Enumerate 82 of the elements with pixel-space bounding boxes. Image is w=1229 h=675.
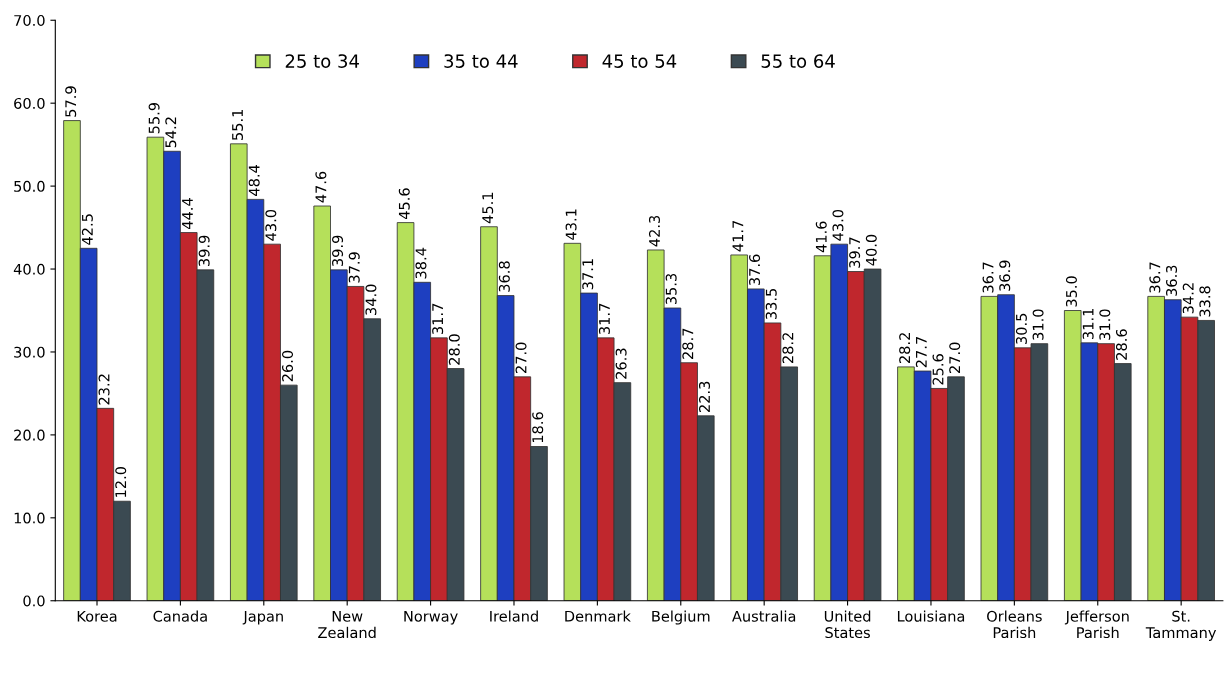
data-label: 31.1 xyxy=(1082,308,1094,339)
y-tick-label: 60.0 xyxy=(14,97,45,109)
y-tick-label: 40.0 xyxy=(13,263,45,275)
data-label: 31.0 xyxy=(1032,309,1044,340)
data-label: 28.2 xyxy=(782,333,794,364)
legend-label: 55 to 64 xyxy=(761,54,835,68)
data-label: 33.5 xyxy=(765,288,777,320)
data-label: 44.4 xyxy=(182,198,193,230)
x-tick-label: Louisiana xyxy=(897,610,965,622)
data-label: 42.3 xyxy=(648,215,660,247)
data-label: 22.3 xyxy=(699,381,711,412)
data-label: 31.7 xyxy=(432,303,444,334)
y-tick-label: 50.0 xyxy=(14,180,45,192)
x-tick-label: Orleans Parish xyxy=(987,610,1042,639)
data-label: 55.9 xyxy=(148,102,160,134)
data-label: 39.9 xyxy=(332,235,344,266)
data-label: 26.0 xyxy=(282,350,294,382)
x-tick-label: Belgium xyxy=(652,610,710,625)
data-label: 41.7 xyxy=(732,220,744,252)
data-label: 30.5 xyxy=(1015,313,1027,344)
x-tick-label: United States xyxy=(824,610,871,639)
data-label: 31.0 xyxy=(1099,309,1111,340)
x-tick-label: Norway xyxy=(404,610,458,625)
data-label: 34.2 xyxy=(1182,283,1194,314)
data-label: 42.5 xyxy=(81,214,93,245)
y-tick-label: 0.0 xyxy=(23,595,45,607)
legend-label: 35 to 44 xyxy=(444,54,518,68)
data-label: 28.2 xyxy=(899,333,911,364)
data-label: 28.6 xyxy=(1115,329,1128,360)
data-label: 36.7 xyxy=(1149,262,1161,293)
data-label: 55.1 xyxy=(232,109,244,140)
data-label: 27.0 xyxy=(515,342,527,373)
data-label: 48.4 xyxy=(248,164,260,196)
data-label: 35.3 xyxy=(665,273,677,305)
data-label: 54.2 xyxy=(165,117,177,148)
data-label: 40.0 xyxy=(865,234,877,266)
data-label: 33.8 xyxy=(1199,286,1211,317)
data-label: 37.9 xyxy=(348,252,360,283)
data-label: 41.6 xyxy=(815,221,827,253)
data-label: 18.6 xyxy=(532,412,544,443)
data-label: 37.6 xyxy=(749,254,761,286)
legend-label: 45 to 54 xyxy=(602,54,677,68)
data-label: 27.7 xyxy=(915,337,927,368)
data-label: 39.9 xyxy=(198,235,210,266)
legend-label: 25 to 34 xyxy=(285,54,359,68)
data-label: 23.2 xyxy=(98,374,110,405)
y-tick-label: 30.0 xyxy=(14,346,45,358)
data-label: 43.0 xyxy=(265,209,277,241)
data-label: 25.6 xyxy=(932,354,944,385)
data-label: 31.7 xyxy=(598,303,610,334)
data-label: 12.0 xyxy=(115,466,127,497)
y-tick-label: 70.0 xyxy=(14,14,45,26)
x-tick-label: New Zealand xyxy=(318,610,376,639)
x-tick-label: Ireland xyxy=(490,610,538,622)
x-tick-label: St. Tammany xyxy=(1145,610,1217,641)
data-label: 38.4 xyxy=(415,247,427,279)
data-label: 27.0 xyxy=(949,342,961,373)
data-label: 37.1 xyxy=(582,259,594,290)
data-label: 47.6 xyxy=(315,171,327,203)
data-label: 36.8 xyxy=(498,261,510,292)
x-tick-label: Australia xyxy=(732,610,796,622)
data-label: 36.3 xyxy=(1166,265,1178,296)
data-label: 34.0 xyxy=(365,284,377,315)
x-tick-label: Korea xyxy=(77,610,117,622)
data-label: 36.9 xyxy=(999,260,1011,291)
data-label: 35.0 xyxy=(1065,276,1077,307)
data-label: 43.1 xyxy=(565,209,577,240)
data-label: 28.0 xyxy=(448,334,460,365)
data-label: 45.1 xyxy=(482,192,494,224)
x-tick-label: Denmark xyxy=(565,610,631,622)
y-tick-label: 20.0 xyxy=(14,429,45,441)
x-tick-label: Canada xyxy=(153,610,207,622)
y-tick-label: 10.0 xyxy=(14,512,45,524)
data-label: 39.7 xyxy=(849,237,861,268)
data-label: 43.0 xyxy=(832,209,844,241)
data-label: 57.9 xyxy=(65,86,77,117)
x-tick-label: Japan xyxy=(242,610,283,625)
data-label: 28.7 xyxy=(682,328,694,359)
x-tick-label: Jefferson Parish xyxy=(1064,610,1129,639)
data-label: 36.7 xyxy=(982,262,994,293)
data-label: 26.3 xyxy=(615,348,627,379)
data-label: 45.6 xyxy=(398,188,410,220)
